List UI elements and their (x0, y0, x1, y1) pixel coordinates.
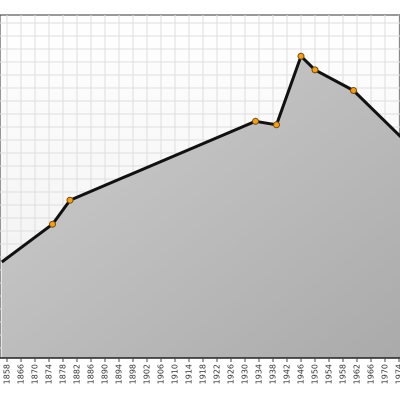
data-point (67, 197, 73, 203)
data-point (274, 122, 280, 128)
x-tick-label: 1922 (213, 364, 222, 384)
x-tick-label: 1902 (143, 364, 152, 384)
x-tick-label: 1914 (185, 364, 194, 384)
x-tick-label: 1954 (325, 364, 334, 384)
x-tick-label: 1930 (241, 364, 250, 384)
data-point (312, 67, 318, 73)
x-tick-label: 1974 (395, 364, 400, 384)
x-tick-label: 1890 (101, 364, 110, 384)
x-tick-label: 1894 (115, 364, 124, 384)
x-tick-label: 1866 (17, 364, 26, 384)
x-tick-label: 1942 (283, 364, 292, 384)
data-point (298, 53, 304, 59)
data-point (50, 221, 56, 227)
x-tick-label: 1858 (3, 364, 12, 384)
x-tick-label: 1950 (311, 364, 320, 384)
x-tick-label: 1934 (255, 364, 264, 384)
x-tick-label: 1898 (129, 364, 138, 384)
x-tick-label: 1910 (171, 364, 180, 384)
x-tick-label: 1874 (45, 364, 54, 384)
x-tick-label: 1906 (157, 364, 166, 384)
data-point (351, 88, 357, 94)
x-tick-label: 1970 (381, 364, 390, 384)
x-tick-label: 1938 (269, 364, 278, 384)
x-tick-label: 1962 (353, 364, 362, 384)
x-tick-label: 1958 (339, 364, 348, 384)
x-tick-label: 1946 (297, 364, 306, 384)
x-tick-label: 1886 (87, 364, 96, 384)
x-tick-label: 1918 (199, 364, 208, 384)
x-tick-label: 1882 (73, 364, 82, 384)
x-tick-label: 1870 (31, 364, 40, 384)
x-tick-label: 1926 (227, 364, 236, 384)
x-tick-label: 1966 (367, 364, 376, 384)
data-point (253, 118, 259, 124)
x-tick-label: 1878 (59, 364, 68, 384)
